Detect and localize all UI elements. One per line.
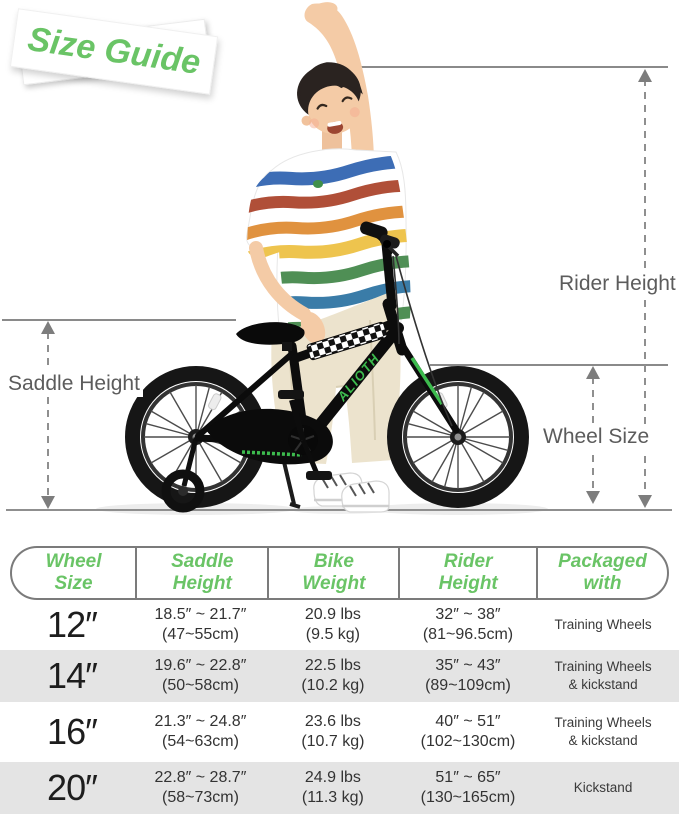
pedal-up <box>278 390 304 399</box>
saddle-height-value: 19.6″ ~ 22.8″ (50~58cm) <box>154 657 247 694</box>
wheel-size-label: Wheel Size <box>540 424 653 451</box>
lowered-arm <box>249 241 311 321</box>
handlebar-details <box>360 221 453 427</box>
table-row-14: 14″ 19.6″ ~ 22.8″ (50~58cm) 22.5 lbs (10… <box>0 650 679 702</box>
wheel-size-value: 20″ <box>47 767 98 809</box>
bike-weight-value: 20.9 lbs (9.5 kg) <box>304 606 361 643</box>
drivetrain <box>206 390 333 480</box>
saddle <box>236 322 305 351</box>
front-tire <box>387 366 529 508</box>
size-table: Wheel Size Saddle Height Bike Weight Rid… <box>0 546 679 814</box>
saddle-height-value: 22.8″ ~ 28.7″ (58~73cm) <box>154 769 247 806</box>
table-row-16: 16″ 21.3″ ~ 24.8″ (54~63cm) 23.6 lbs (10… <box>0 702 679 762</box>
header-saddle-height: Saddle Height <box>135 548 267 598</box>
fork-green-accent <box>410 357 444 405</box>
raised-arm <box>304 3 374 166</box>
header-rider-height: Rider Height <box>398 548 536 598</box>
grip <box>360 221 388 240</box>
left-cheek <box>309 118 320 129</box>
seat-stay <box>195 349 297 439</box>
front-wheel <box>387 366 529 508</box>
training-wheel <box>161 437 205 513</box>
boy-and-bike-illustration: ALIOTH <box>2 2 672 515</box>
stem-bolt <box>383 240 391 248</box>
crank-arm-up <box>289 399 306 441</box>
saddle-height-label: Saddle Height <box>5 371 143 398</box>
bike-illustration: ALIOTH <box>125 221 529 513</box>
boy-figure <box>236 2 418 513</box>
rider-height-value: 32″ ~ 38″ (81~96.5cm) <box>422 606 514 643</box>
rider-height-value: 40″ ~ 51″ (102~130cm) <box>420 713 516 750</box>
size-table-header: Wheel Size Saddle Height Bike Weight Rid… <box>10 546 669 600</box>
chainguard-green-stripe <box>241 450 303 457</box>
bike-weight-value: 22.5 lbs (10.2 kg) <box>301 657 365 694</box>
pedal-down <box>306 471 332 480</box>
wheel-size-value: 12″ <box>47 604 98 646</box>
left-eye <box>316 103 328 110</box>
wheel-size-value: 16″ <box>47 711 98 753</box>
saddle-height-value: 21.3″ ~ 24.8″ (54~63cm) <box>154 713 247 750</box>
rider-height-value: 35″ ~ 43″ (89~109cm) <box>425 657 511 694</box>
bike-weight-value: 24.9 lbs (11.3 kg) <box>301 769 364 806</box>
packaged-with-value: Training Wheels & kickstand <box>554 715 652 748</box>
front-rim <box>403 382 513 492</box>
measurement-lines <box>2 66 668 321</box>
saddle-height-value: 18.5″ ~ 21.7″ (47~55cm) <box>154 606 247 643</box>
teeth <box>327 121 342 127</box>
head <box>297 62 363 134</box>
neck <box>322 128 342 154</box>
right-cheek <box>349 107 360 118</box>
packaged-with-value: Kickstand <box>573 780 633 796</box>
table-row-12: 12″ 18.5″ ~ 21.7″ (47~55cm) 20.9 lbs (9.… <box>0 600 679 650</box>
size-guide-banner: Size Guide <box>9 4 230 119</box>
table-row-20: 20″ 22.8″ ~ 28.7″ (58~73cm) 24.9 lbs (11… <box>0 762 679 814</box>
right-eye <box>341 96 353 103</box>
brake-cable <box>395 255 453 427</box>
header-wheel-size: Wheel Size <box>45 551 102 594</box>
brake-cable-2 <box>392 255 400 345</box>
wheel-size-value: 14″ <box>47 655 98 697</box>
rear-reflector <box>208 393 222 411</box>
packaged-with-value: Training Wheels <box>554 617 652 633</box>
hair-fringe <box>299 62 363 104</box>
header-bike-weight: Bike Weight <box>267 548 398 598</box>
hand-on-hip <box>300 311 326 345</box>
rider-height-label: Rider Height <box>556 271 679 298</box>
rider-height-value: 51″ ~ 65″ (130~165cm) <box>420 769 516 806</box>
arrowheads <box>41 69 652 509</box>
header-packaged-with: Packaged with <box>535 548 667 598</box>
ear <box>301 115 312 126</box>
packaged-with-value: Training Wheels & kickstand <box>554 659 652 692</box>
crank-arm-down <box>300 439 320 475</box>
shoe-stripes <box>349 482 375 497</box>
shirt-logo <box>313 180 323 188</box>
checkered-decal <box>306 321 388 361</box>
bike-weight-value: 23.6 lbs (10.7 kg) <box>301 713 365 750</box>
down-tube <box>301 322 404 447</box>
